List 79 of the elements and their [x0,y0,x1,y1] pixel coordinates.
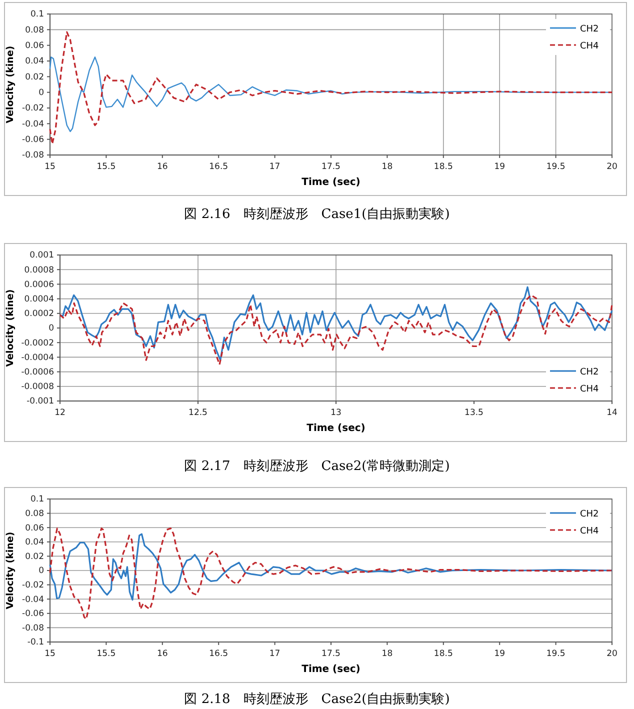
x-tick-label: 12.5 [188,408,208,418]
y-tick-label: -0.0006 [21,368,54,378]
y-tick-label: -0.08 [22,150,44,161]
line-series [49,533,613,601]
y-tick-label: -0.02 [22,580,44,591]
x-tick-label: 16 [156,162,168,172]
y-tick-label: -0.0004 [21,352,54,363]
x-tick-label: 17 [269,649,280,660]
y-tick-label: 0.04 [25,538,44,548]
y-tick-label: 0.02 [25,552,44,562]
y-tick-label: 0.001 [30,250,54,261]
y-tick-label: 0.08 [25,25,44,36]
x-tick-label: 13.5 [464,408,484,418]
x-tick-label: 19 [494,162,506,172]
x-tick-label: 17.5 [322,649,340,660]
y-tick-label: -0.06 [22,609,44,620]
legend-label: CH4 [580,384,600,394]
x-axis-title: Time (sec) [302,177,360,188]
legend-label: CH4 [580,526,600,536]
y-tick-label: 0.1 [30,494,44,505]
y-tick-label: -0.04 [22,594,44,605]
y-tick-label: 0.02 [25,72,44,82]
line-series [49,528,613,620]
legend-label: CH2 [580,368,599,378]
x-axis-title: Time (sec) [302,664,360,675]
x-tick-label: 14 [606,408,618,418]
x-tick-label: 19 [494,649,506,660]
y-tick-label: 0.0002 [24,309,54,320]
y-tick-label: -0.02 [22,104,44,114]
x-tick-label: 17.5 [322,162,340,172]
x-tick-label: 16 [156,649,168,660]
y-tick-label: 0.0006 [24,280,54,290]
caption: 図 2.17 時刻歴波形 Case2(常時微動測定) [184,459,450,474]
x-tick-label: 15 [44,649,56,660]
y-tick-label: 0.0004 [24,294,54,305]
y-tick-label: 0 [38,88,44,98]
y-tick-label: 0.0008 [24,265,54,276]
y-tick-label: -0.08 [22,623,44,634]
y-tick-label: 0 [38,566,44,576]
x-tick-label: 18.5 [434,162,453,172]
y-tick-label: -0.1 [27,638,44,648]
x-tick-label: 19.5 [546,162,566,172]
y-tick-label: 0 [48,324,54,334]
y-tick-label: 0.06 [25,523,44,534]
legend-label: CH2 [580,510,599,520]
y-tick-label: -0.06 [22,135,44,146]
caption: 図 2.16 時刻歴波形 Case1(自由振動実験) [184,206,450,222]
caption: 図 2.18 時刻歴波形 Case2(自由振動実験) [184,691,450,707]
y-tick-label: -0.04 [22,119,44,130]
x-tick-label: 20 [606,649,618,660]
x-axis-title: Time (sec) [306,423,366,434]
x-tick-label: 18 [382,649,393,660]
x-tick-label: 18.5 [434,649,453,660]
y-axis-title: Velocity (kine) [5,289,16,367]
y-tick-label: -0.0002 [21,338,54,348]
y-tick-label: -0.001 [26,396,54,407]
x-tick-label: 17 [269,162,280,172]
x-tick-label: 18 [382,162,393,172]
x-tick-label: 19.5 [546,649,566,660]
x-tick-label: 15.5 [96,649,116,660]
x-tick-label: 15.5 [96,162,116,172]
x-tick-label: 12 [54,408,66,418]
y-tick-label: 0.1 [30,10,44,20]
x-tick-label: 13 [330,408,342,418]
y-tick-label: 0.08 [25,509,44,520]
y-axis-title: Velocity (kine) [5,532,16,610]
line-series [49,31,613,145]
legend-label: CH2 [580,24,599,34]
legend-label: CH4 [580,42,600,52]
line-series [59,294,613,366]
x-tick-label: 15 [44,162,56,172]
y-axis-title: Velocity (kine) [5,46,16,124]
y-tick-label: -0.0008 [21,382,54,392]
line-series [59,286,613,361]
y-tick-label: 0.06 [25,41,44,52]
x-tick-label: 16.5 [209,162,228,172]
x-tick-label: 20 [606,162,618,172]
x-tick-label: 16.5 [209,649,228,660]
y-tick-label: 0.04 [25,56,44,67]
